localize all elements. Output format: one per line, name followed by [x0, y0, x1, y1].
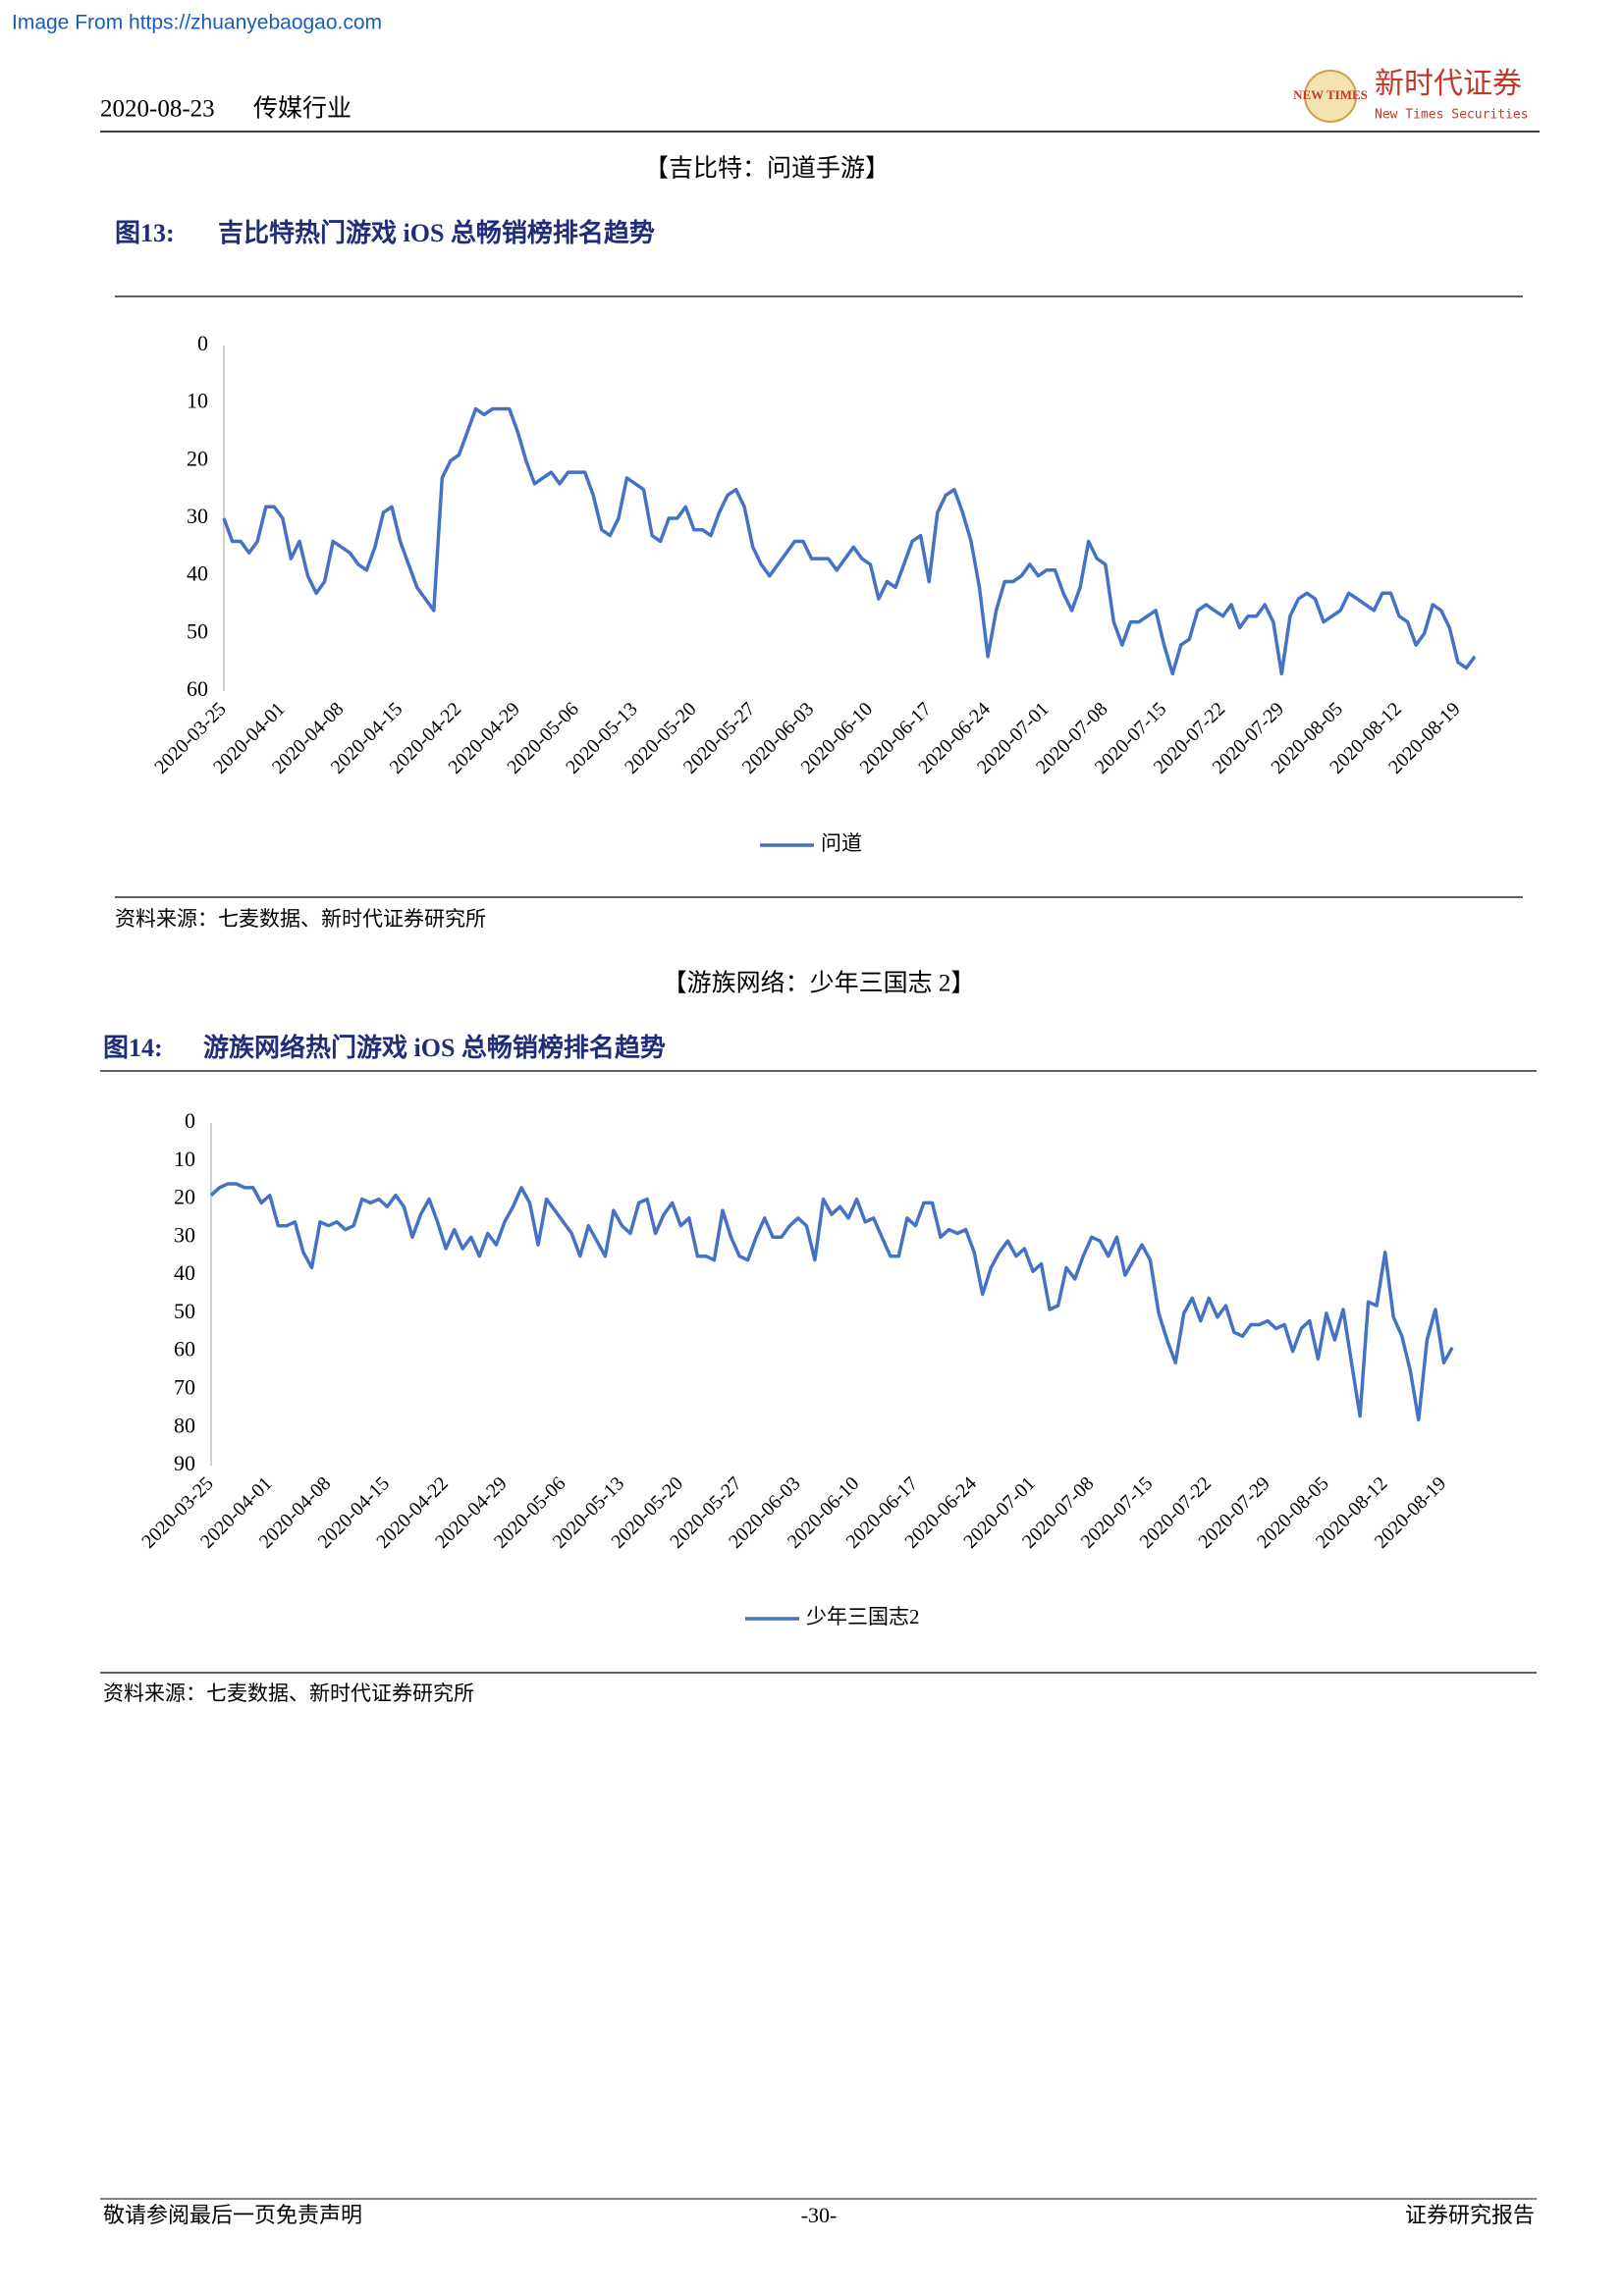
y-tick-label: 90 [174, 1451, 195, 1475]
source-note: 资料来源：七麦数据、新时代证券研究所 [103, 1682, 474, 1705]
y-tick-label: 40 [174, 1260, 195, 1285]
y-tick-label: 20 [187, 446, 208, 470]
y-tick-label: 0 [197, 331, 208, 355]
figure-label: 图13: [115, 219, 175, 247]
legend-label: 少年三国志2 [806, 1605, 920, 1629]
footer-report-type: 证券研究报告 [1405, 2203, 1535, 2227]
y-tick-label: 10 [174, 1147, 195, 1171]
logo-en: New Times Securities [1375, 108, 1529, 123]
legend-label: 问道 [821, 831, 862, 855]
y-tick-label: 80 [174, 1413, 195, 1437]
y-tick-label: 0 [185, 1108, 195, 1133]
y-tick-label: 60 [174, 1337, 195, 1362]
section-heading: 【游族网络：少年三国志 2】 [663, 970, 976, 997]
source-note: 资料来源：七麦数据、新时代证券研究所 [115, 907, 486, 931]
figure-title: 游族网络热门游戏 iOS 总畅销榜排名趋势 [203, 1033, 666, 1062]
y-tick-label: 50 [174, 1299, 195, 1323]
footer-disclaimer: 敬请参阅最后一页免责声明 [103, 2203, 362, 2227]
data-line [209, 1182, 1454, 1422]
header-date: 2020-08-23 [100, 96, 215, 123]
y-tick-label: 60 [187, 676, 208, 701]
y-tick-label: 10 [187, 389, 208, 413]
figure-title: 吉比特热门游戏 iOS 总畅销榜排名趋势 [218, 218, 655, 247]
y-tick-label: 30 [174, 1222, 195, 1247]
section-heading: 【吉比特：问道手游】 [644, 155, 890, 183]
data-line [222, 406, 1477, 676]
header-industry: 传媒行业 [253, 95, 352, 123]
y-tick-label: 50 [187, 618, 208, 643]
source-link: Image From https://zhuanyebaogao.com [12, 12, 382, 34]
y-tick-label: 70 [174, 1374, 195, 1399]
logo-mark: NEW TIMES [1293, 87, 1368, 102]
footer-page: -30- [801, 2203, 838, 2227]
logo-circle [1304, 70, 1357, 123]
figure-label: 图14: [103, 1034, 163, 1062]
y-tick-label: 20 [174, 1185, 195, 1209]
y-tick-label: 40 [187, 561, 208, 586]
y-tick-label: 30 [187, 504, 208, 528]
logo-name: 新时代证券 [1375, 68, 1522, 100]
